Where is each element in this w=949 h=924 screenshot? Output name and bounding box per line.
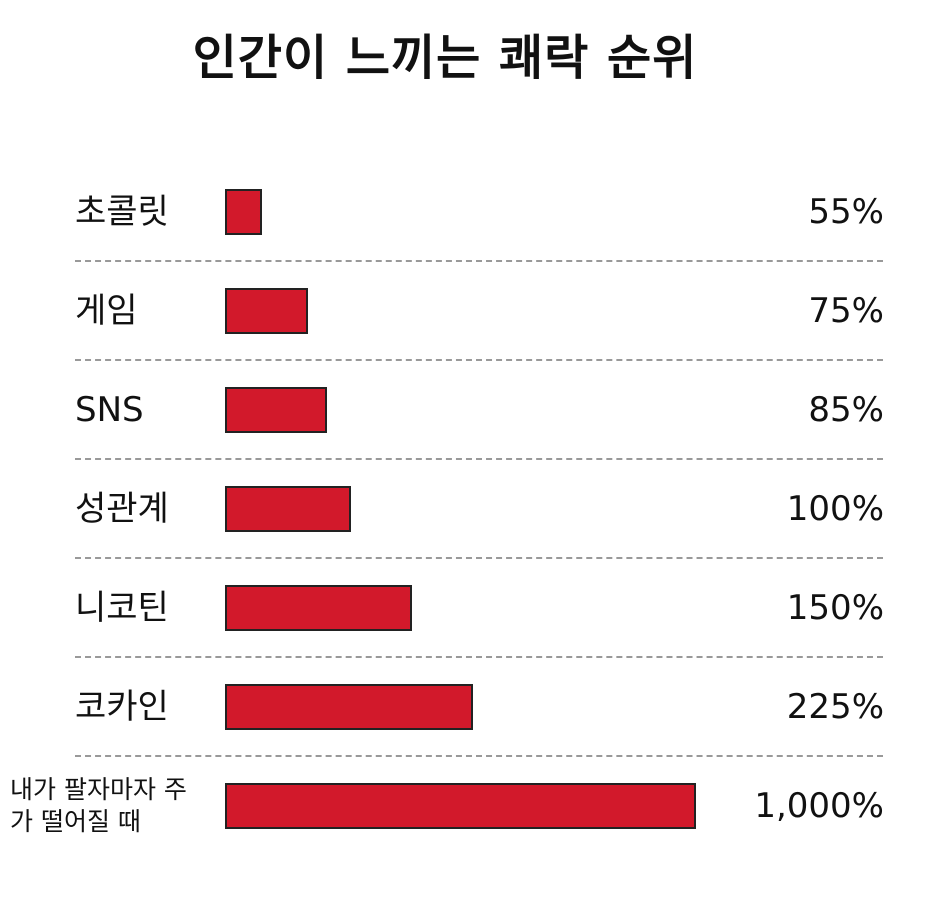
value-label: 150% [786, 588, 884, 628]
value-label: 75% [808, 291, 884, 331]
separator [75, 755, 883, 757]
value-label: 85% [808, 390, 884, 430]
separator [75, 260, 883, 262]
category-label: 게임 [75, 291, 138, 331]
bar [225, 783, 696, 829]
value-label: 1,000% [754, 786, 884, 826]
bar [225, 684, 473, 730]
separator [75, 359, 883, 361]
category-label: SNS [75, 390, 144, 430]
bar [225, 585, 413, 631]
value-label: 55% [808, 192, 884, 232]
bar [225, 387, 328, 433]
separator [75, 557, 883, 559]
separator [75, 656, 883, 658]
bar [225, 486, 352, 532]
bar [225, 189, 262, 235]
category-label: 초콜릿 [75, 192, 169, 232]
value-label: 225% [786, 687, 884, 727]
category-label: 니코틴 [75, 588, 169, 628]
chart-title: 인간이 느끼는 쾌락 순위 [192, 30, 698, 86]
value-label: 100% [786, 489, 884, 529]
bar [225, 288, 309, 334]
category-label: 코카인 [75, 687, 169, 727]
category-label: 성관계 [75, 489, 169, 529]
separator [75, 458, 883, 460]
category-label: 내가 팔자마자 주가 떨어질 때 [10, 775, 187, 836]
